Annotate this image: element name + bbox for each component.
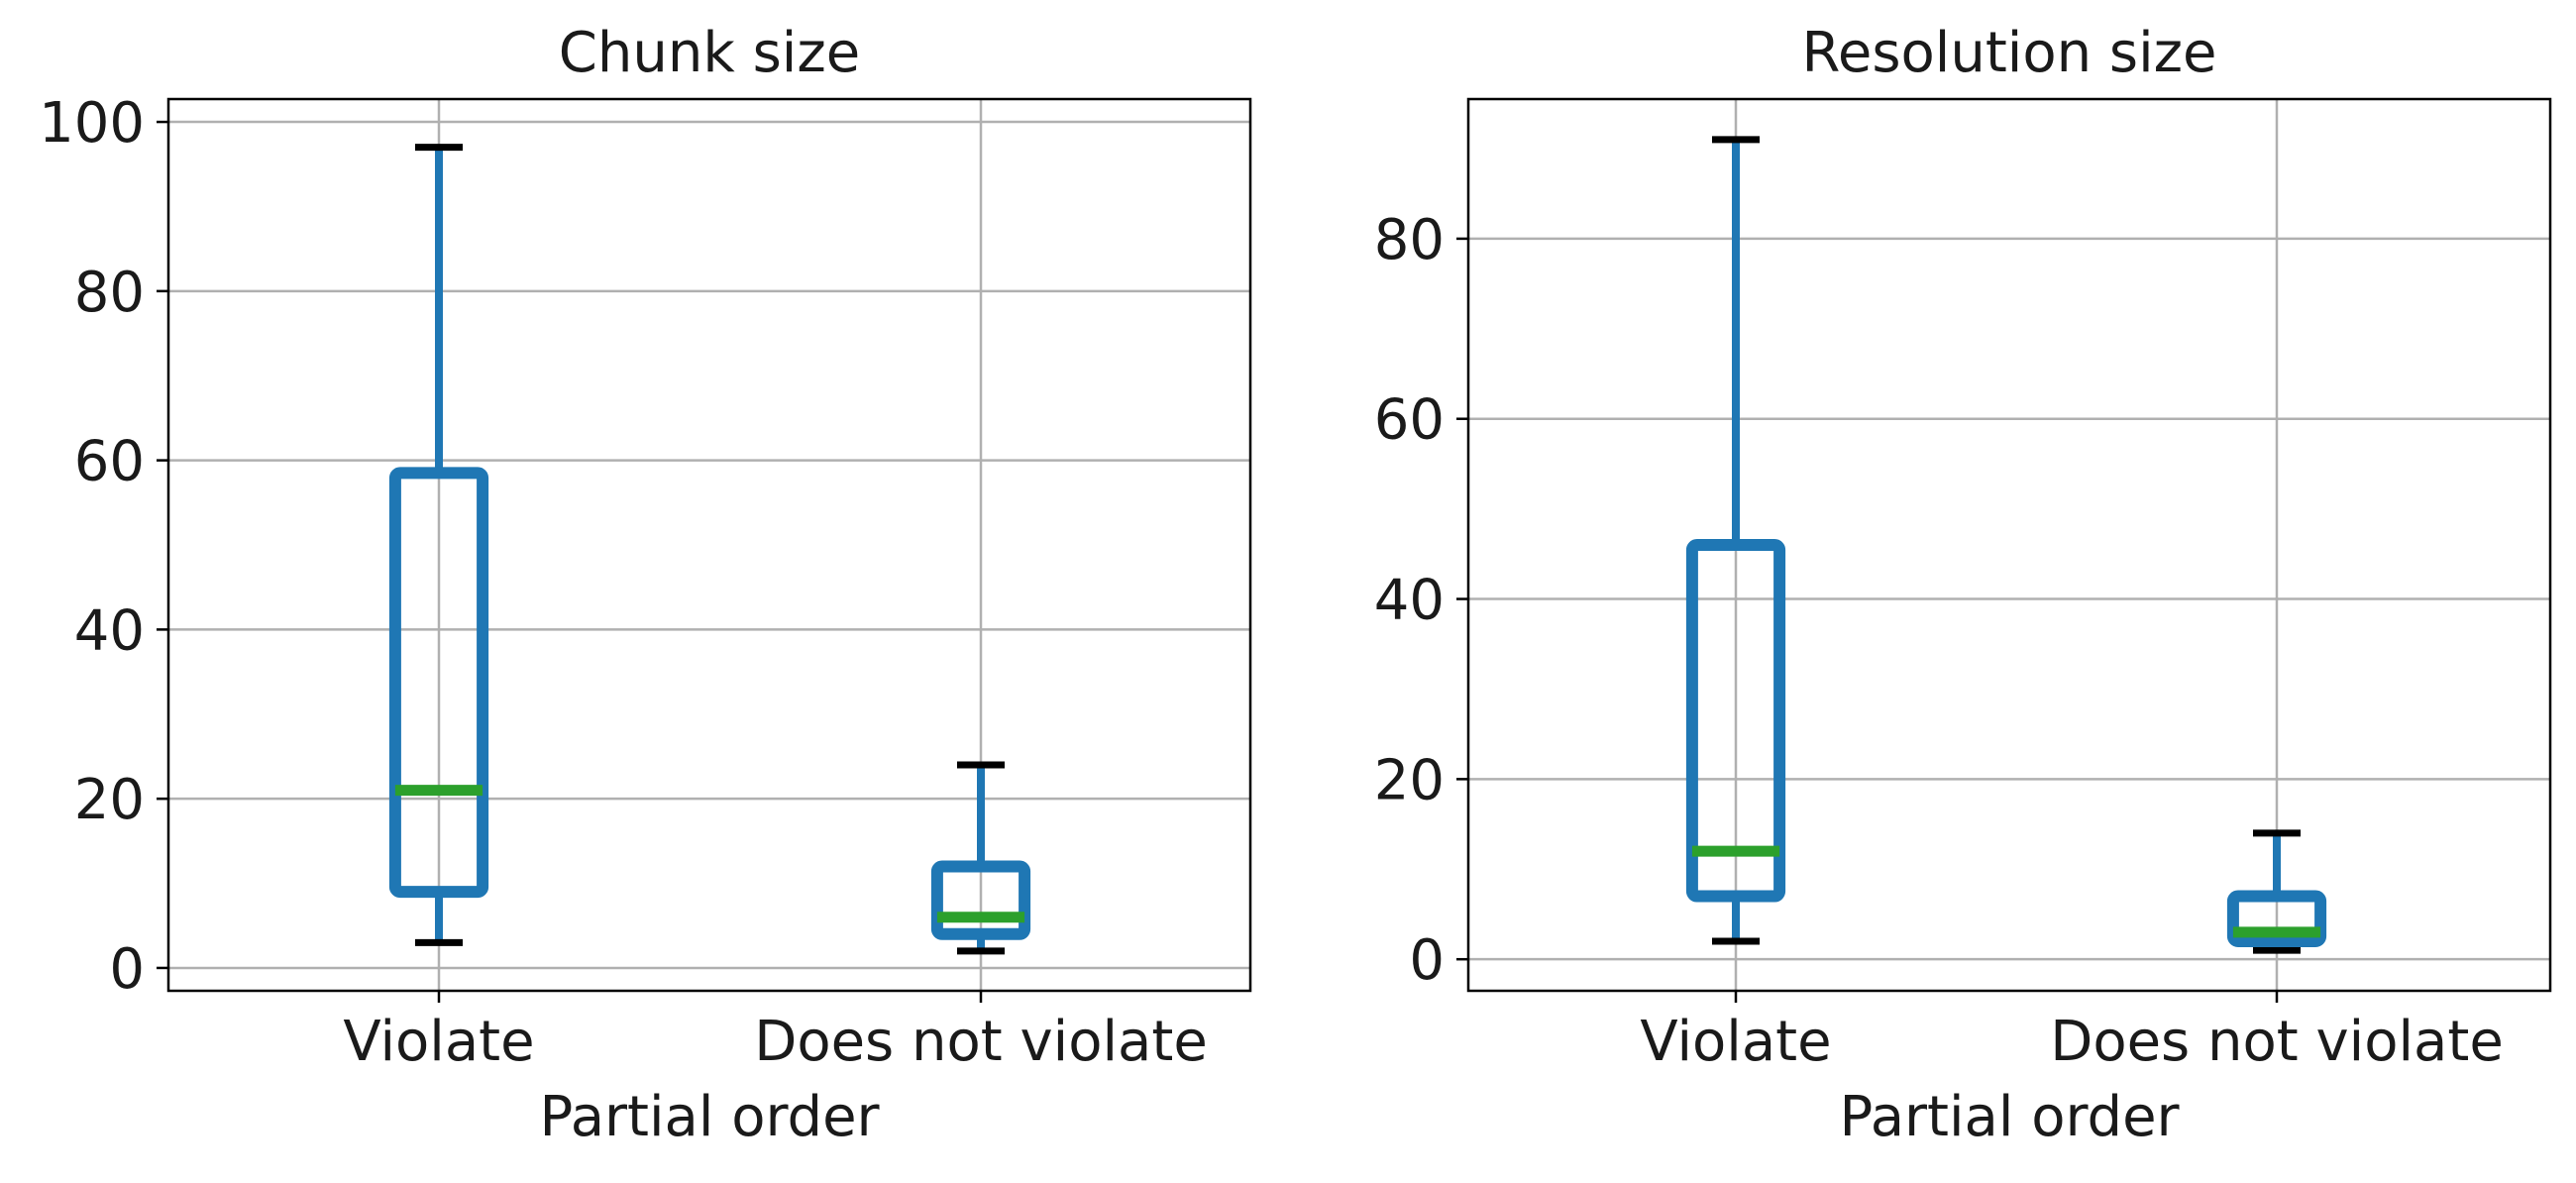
chart-panel-1: 0 20 40 60 80 100 Violate Does not violate Chunk… [39, 21, 1252, 1149]
box-2 [930, 761, 1031, 955]
box-1 [388, 144, 489, 946]
box-1 [1685, 136, 1786, 945]
box-body [1685, 539, 1786, 903]
y-tick-label: 20 [74, 768, 145, 832]
y-tick-label: 40 [1374, 569, 1445, 633]
chart-panel-2: 0 20 40 60 80 Violate Does not violate Resoluti… [1374, 21, 2552, 1149]
y-tick-label: 80 [74, 261, 145, 325]
y-tick-label: 80 [1374, 208, 1445, 272]
y-tick-label: 60 [74, 430, 145, 494]
chart-title: Chunk size [559, 21, 860, 85]
plot-frame [166, 97, 1252, 993]
x-axis-label: Partial order [1839, 1085, 2180, 1149]
y-tick-label: 60 [1374, 388, 1445, 453]
y-tick-label: 0 [1409, 928, 1445, 993]
x-tick-label: Violate [1640, 1010, 1831, 1074]
box-body [388, 467, 489, 899]
y-tick-label: 40 [74, 598, 145, 663]
y-tick-label: 100 [39, 91, 145, 156]
chart-title: Resolution size [1802, 21, 2217, 85]
x-axis-label: Partial order [539, 1085, 880, 1149]
x-tick-label: Does not violate [2050, 1010, 2504, 1074]
x-tick-label: Violate [343, 1010, 534, 1074]
y-tick-label: 20 [1374, 748, 1445, 812]
y-tick-label: 0 [109, 937, 145, 1002]
box-2 [2226, 829, 2327, 954]
box-body [930, 860, 1031, 940]
box-body [2226, 890, 2327, 948]
x-tick-label: Does not violate [754, 1010, 1208, 1074]
plot-frame [1466, 97, 2552, 993]
